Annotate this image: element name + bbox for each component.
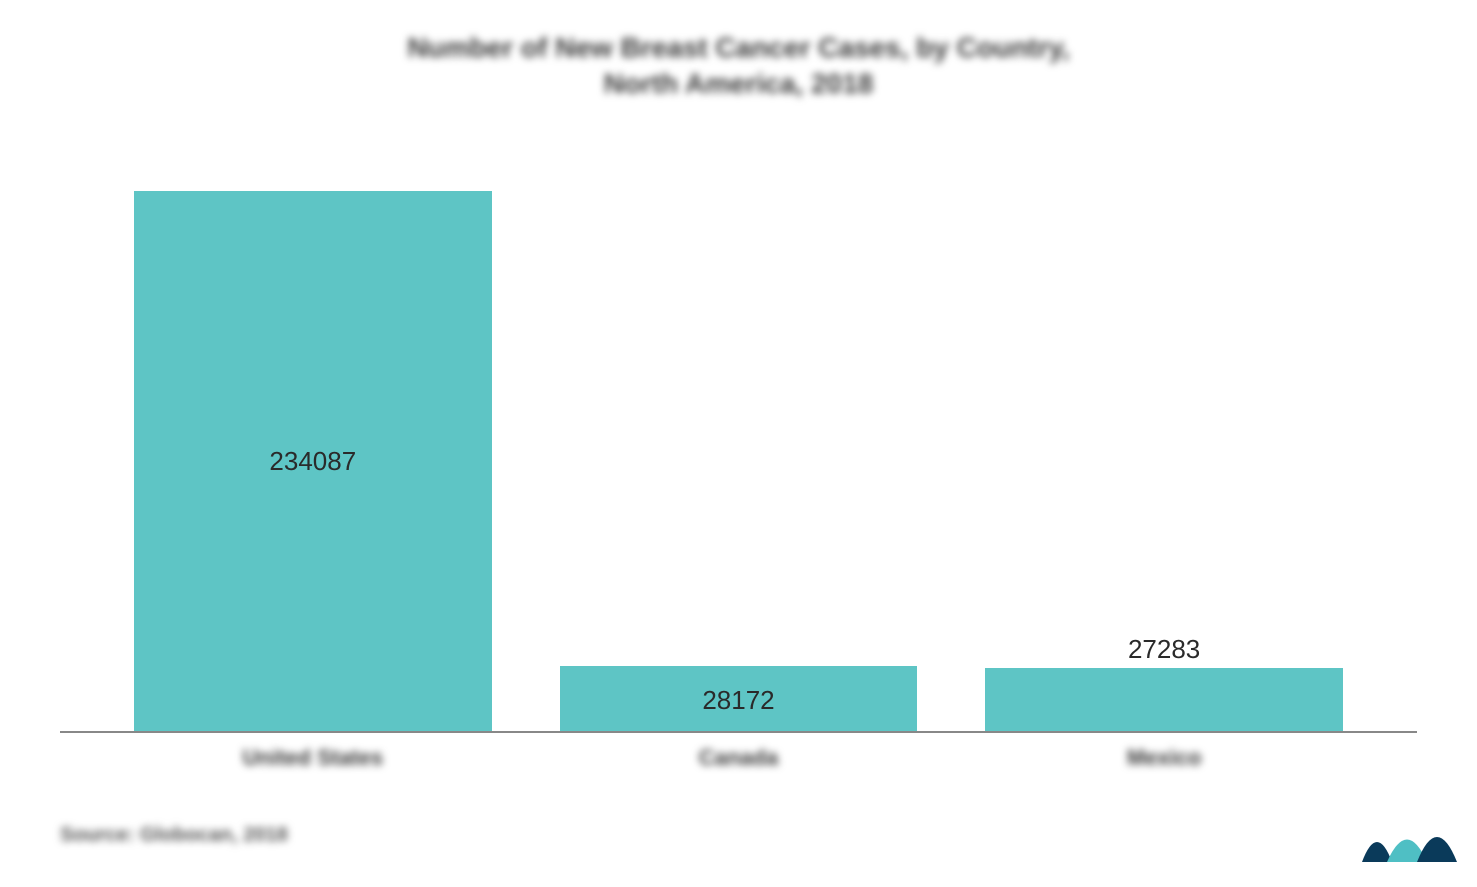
bar-group-1: 28172 [560,666,918,731]
bar-value-1: 28172 [702,687,774,713]
bar-value-0: 234087 [269,448,356,474]
x-label-1: Canada [560,745,918,771]
chart-title-line2: North America, 2018 [604,68,874,99]
x-axis-labels: United States Canada Mexico [60,733,1417,771]
x-label-0: United States [134,745,492,771]
bar-group-0: 234087 [134,191,492,731]
bar-group-2: 27283 [985,668,1343,731]
chart-title: Number of New Breast Cancer Cases, by Co… [60,30,1417,103]
bar-2: 27283 [985,668,1343,731]
bar-0: 234087 [134,191,492,731]
bar-1: 28172 [560,666,918,731]
bar-value-2: 27283 [1128,636,1200,662]
brand-logo-svg [1352,812,1462,872]
logo-icon [1352,812,1462,872]
bars-container: 234087 28172 27283 [60,133,1417,733]
x-label-2: Mexico [985,745,1343,771]
source-text: Source: Globocan, 2018 [60,824,288,847]
chart-title-line1: Number of New Breast Cancer Cases, by Co… [407,32,1069,63]
chart-area: 234087 28172 27283 United States Canada … [60,133,1417,773]
